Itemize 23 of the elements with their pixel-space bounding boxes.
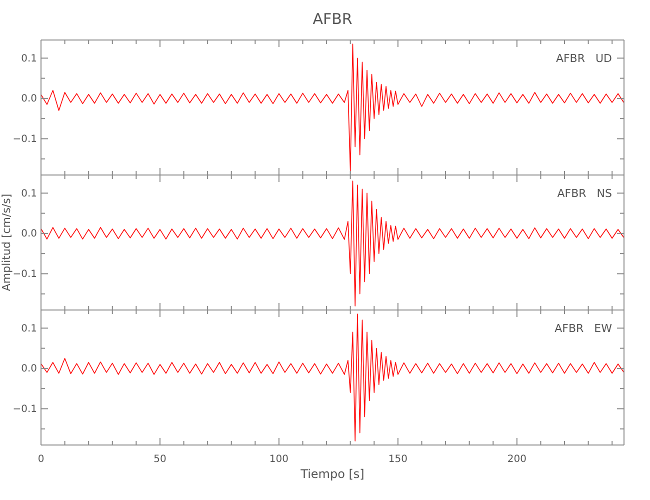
y-tick-label: 0.0 bbox=[21, 94, 37, 105]
x-tick-label: 100 bbox=[269, 454, 289, 466]
y-tick-label: 0.1 bbox=[21, 53, 37, 64]
x-axis-title: Tiempo [s] bbox=[300, 467, 364, 481]
x-tick-label: 0 bbox=[38, 454, 44, 466]
y-tick-label: 0.0 bbox=[21, 364, 37, 375]
chart-title: AFBR bbox=[312, 10, 352, 28]
x-tick-label: 200 bbox=[507, 454, 526, 466]
x-tick-label: 150 bbox=[388, 454, 408, 466]
y-tick-label: 0.1 bbox=[21, 188, 37, 200]
y-tick-label: 0.1 bbox=[21, 323, 37, 334]
x-tick-label: 50 bbox=[154, 454, 166, 466]
line-series bbox=[41, 314, 624, 442]
y-tick-label: 0.0 bbox=[21, 228, 37, 240]
annotation: AFBR UD bbox=[556, 52, 612, 65]
y-tick-label: −0.1 bbox=[12, 404, 37, 415]
line-series bbox=[41, 180, 624, 306]
y-tick-label: −0.1 bbox=[12, 268, 37, 280]
y-tick-label: −0.1 bbox=[12, 134, 37, 145]
line-series bbox=[41, 44, 624, 172]
y-axis-title: Amplitud [cm/s/s] bbox=[0, 194, 13, 292]
annotation: AFBR EW bbox=[554, 322, 612, 335]
annotation: AFBR NS bbox=[557, 187, 612, 200]
